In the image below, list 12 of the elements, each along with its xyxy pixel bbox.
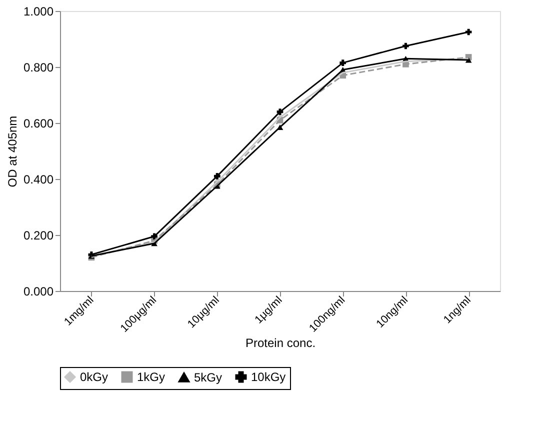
legend-label: 5kGy — [194, 370, 222, 384]
legend-label: 10kGy — [251, 370, 286, 384]
legend-label: 1kGy — [137, 370, 166, 384]
y-tick-label: 1.000 — [23, 4, 54, 18]
y-tick-label: 0.400 — [23, 172, 54, 186]
y-axis-title: OD at 405nm — [5, 116, 20, 188]
y-tick-label: 0.600 — [23, 116, 54, 130]
x-axis-title: Protein conc. — [245, 336, 316, 350]
legend-label: 0kGy — [80, 370, 108, 384]
y-tick-label: 0.800 — [23, 60, 54, 74]
y-tick-label: 0.200 — [23, 228, 54, 242]
y-tick-label: 0.000 — [23, 284, 54, 298]
